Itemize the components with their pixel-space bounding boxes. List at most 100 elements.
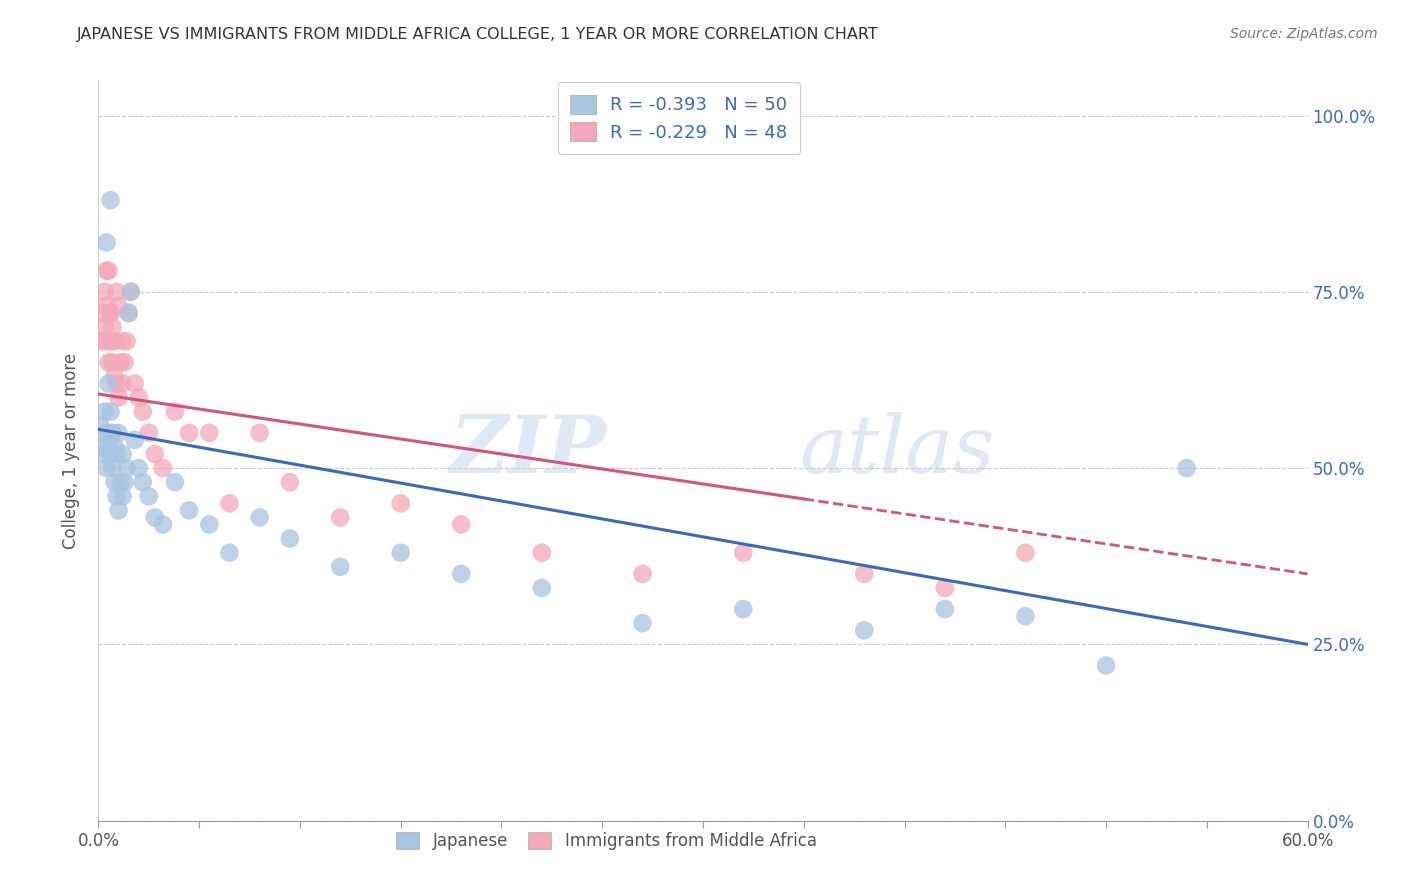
Point bbox=[100, 405, 122, 419]
Point bbox=[152, 461, 174, 475]
Point bbox=[631, 616, 654, 631]
Point bbox=[1175, 461, 1198, 475]
Point bbox=[132, 405, 155, 419]
Point bbox=[120, 285, 142, 299]
Point bbox=[97, 433, 120, 447]
Point bbox=[100, 306, 122, 320]
Point bbox=[107, 391, 129, 405]
Point bbox=[249, 425, 271, 440]
Point bbox=[93, 320, 115, 334]
Point bbox=[530, 546, 553, 560]
Point bbox=[132, 475, 155, 490]
Point bbox=[107, 299, 129, 313]
Point bbox=[114, 355, 136, 369]
Point bbox=[111, 334, 134, 348]
Point bbox=[1095, 658, 1118, 673]
Point bbox=[115, 334, 138, 348]
Point bbox=[110, 355, 132, 369]
Point bbox=[105, 447, 128, 461]
Point bbox=[107, 425, 129, 440]
Point bbox=[115, 461, 138, 475]
Y-axis label: College, 1 year or more: College, 1 year or more bbox=[62, 352, 80, 549]
Point bbox=[110, 475, 132, 490]
Point bbox=[733, 546, 755, 560]
Point bbox=[1014, 546, 1036, 560]
Text: atlas: atlas bbox=[800, 412, 995, 489]
Point bbox=[278, 532, 301, 546]
Point bbox=[96, 334, 118, 348]
Point bbox=[93, 405, 115, 419]
Point bbox=[97, 355, 120, 369]
Point bbox=[103, 475, 125, 490]
Point bbox=[278, 475, 301, 490]
Point bbox=[198, 517, 221, 532]
Point bbox=[93, 285, 115, 299]
Point bbox=[389, 496, 412, 510]
Text: Source: ZipAtlas.com: Source: ZipAtlas.com bbox=[1230, 27, 1378, 41]
Point bbox=[218, 496, 240, 510]
Point bbox=[96, 299, 118, 313]
Point bbox=[853, 624, 876, 638]
Point bbox=[101, 320, 124, 334]
Point bbox=[934, 581, 956, 595]
Point bbox=[118, 306, 141, 320]
Point bbox=[329, 559, 352, 574]
Point bbox=[93, 447, 115, 461]
Point bbox=[111, 489, 134, 503]
Point bbox=[89, 334, 111, 348]
Point bbox=[218, 546, 240, 560]
Point bbox=[934, 602, 956, 616]
Point bbox=[249, 510, 271, 524]
Point bbox=[163, 475, 186, 490]
Point bbox=[152, 517, 174, 532]
Point bbox=[105, 285, 128, 299]
Point bbox=[128, 391, 150, 405]
Point bbox=[143, 447, 166, 461]
Point bbox=[96, 235, 118, 250]
Point bbox=[120, 285, 142, 299]
Point bbox=[124, 433, 146, 447]
Point bbox=[114, 475, 136, 490]
Point bbox=[329, 510, 352, 524]
Point bbox=[143, 510, 166, 524]
Point bbox=[138, 425, 160, 440]
Point bbox=[179, 503, 201, 517]
Point bbox=[733, 602, 755, 616]
Point bbox=[96, 425, 118, 440]
Text: ZIP: ZIP bbox=[450, 412, 606, 489]
Point bbox=[111, 376, 134, 391]
Point bbox=[118, 306, 141, 320]
Point bbox=[96, 263, 118, 277]
Point bbox=[100, 306, 122, 320]
Point bbox=[97, 263, 120, 277]
Point bbox=[1014, 609, 1036, 624]
Point bbox=[103, 440, 125, 454]
Point bbox=[91, 306, 114, 320]
Point bbox=[105, 376, 128, 391]
Point bbox=[179, 425, 201, 440]
Point bbox=[198, 425, 221, 440]
Point bbox=[103, 334, 125, 348]
Point bbox=[89, 418, 111, 433]
Point bbox=[124, 376, 146, 391]
Point bbox=[100, 334, 122, 348]
Point bbox=[128, 461, 150, 475]
Point bbox=[163, 405, 186, 419]
Point bbox=[101, 461, 124, 475]
Point bbox=[101, 355, 124, 369]
Point bbox=[389, 546, 412, 560]
Point bbox=[107, 503, 129, 517]
Point bbox=[96, 461, 118, 475]
Point bbox=[530, 581, 553, 595]
Point bbox=[450, 517, 472, 532]
Point bbox=[100, 193, 122, 207]
Legend: Japanese, Immigrants from Middle Africa: Japanese, Immigrants from Middle Africa bbox=[389, 825, 824, 856]
Point bbox=[111, 447, 134, 461]
Point bbox=[450, 566, 472, 581]
Point bbox=[631, 566, 654, 581]
Point bbox=[91, 440, 114, 454]
Point bbox=[138, 489, 160, 503]
Point bbox=[100, 447, 122, 461]
Text: JAPANESE VS IMMIGRANTS FROM MIDDLE AFRICA COLLEGE, 1 YEAR OR MORE CORRELATION CH: JAPANESE VS IMMIGRANTS FROM MIDDLE AFRIC… bbox=[77, 27, 879, 42]
Point bbox=[97, 376, 120, 391]
